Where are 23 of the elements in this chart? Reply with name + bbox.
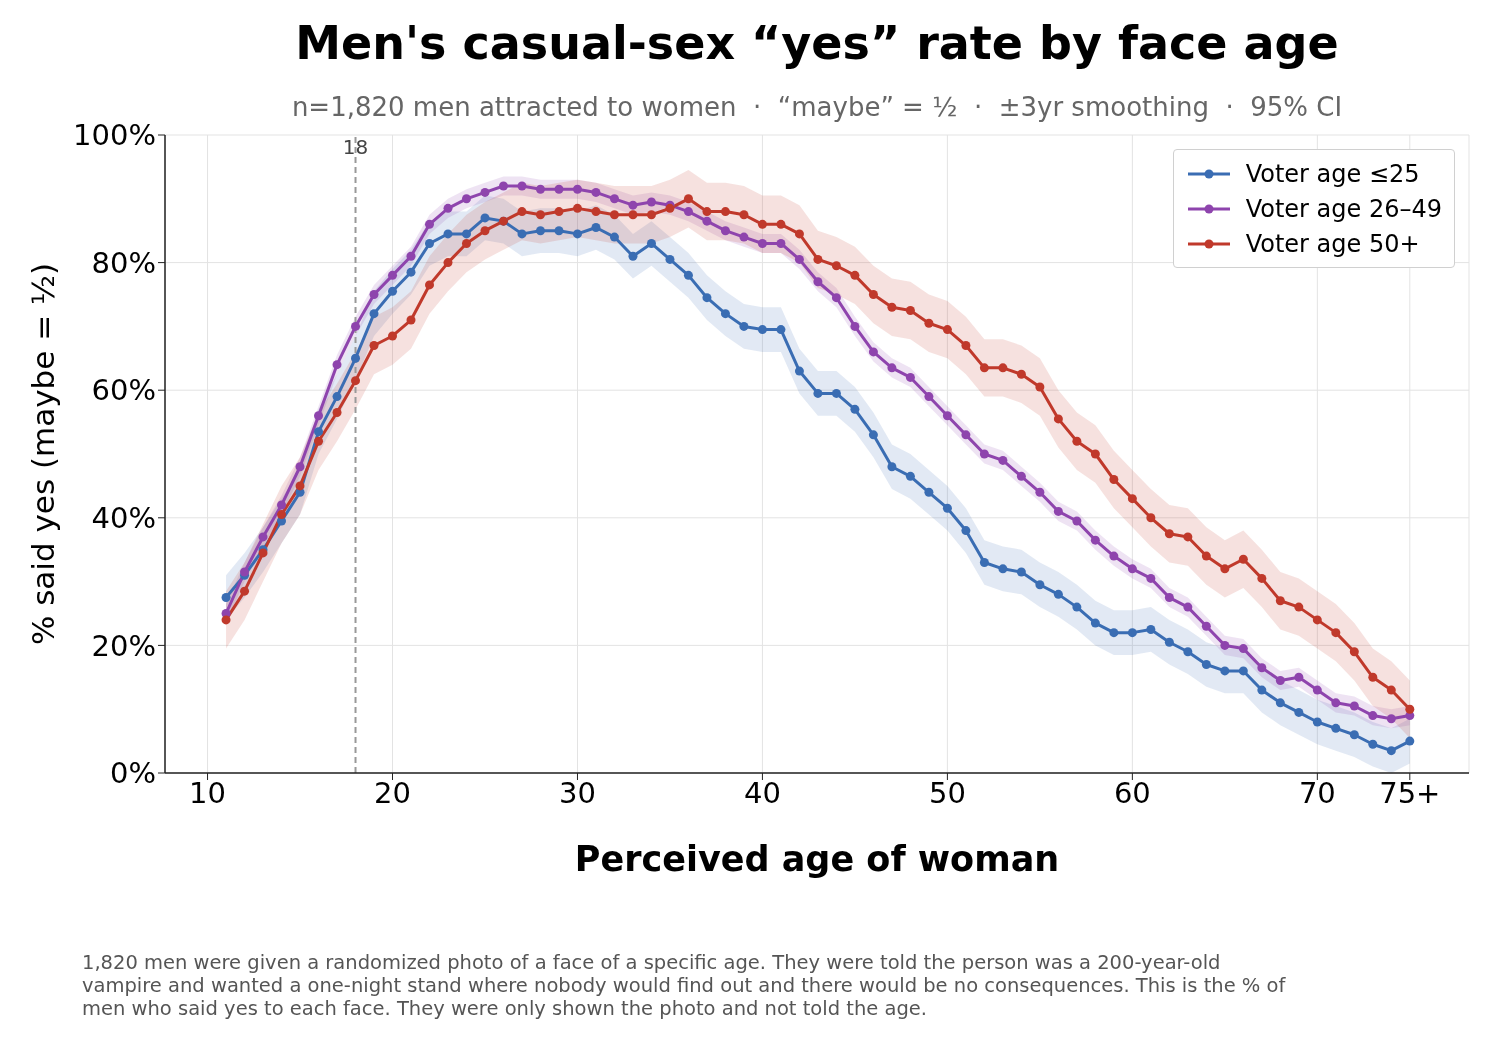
x-tick-label: 60 bbox=[1113, 775, 1151, 810]
chart-subtitle: n=1,820 men attracted to women · “maybe” = ½ · ±3yr smoothing · 95% CI bbox=[290, 92, 1344, 122]
x-tick-label: 70 bbox=[1298, 775, 1336, 810]
y-tick-label: 20% bbox=[91, 628, 156, 663]
text: 1,820 men were given a randomized photo of a face of a specific age. They were told the person was a 200-year-old vampire and wanted a one-night stand where nobody would find out and there would be no consequences. This is the % of men who said yes to each face. They were only shown the photo and not told the age. bbox=[82, 951, 1287, 1020]
y-tick-label: 40% bbox=[91, 501, 156, 536]
legend-label: Voter age 26–49 bbox=[1245, 194, 1442, 223]
x-tick-label: 75+ bbox=[1379, 775, 1441, 810]
y-axis-title: % said yes (maybe = ½) bbox=[25, 262, 62, 646]
chart-title: Men's casual-sex “yes” rate by face age bbox=[294, 16, 1340, 70]
y-tick-label: 80% bbox=[91, 245, 156, 280]
x-tick-label: 30 bbox=[559, 775, 596, 810]
x-axis-title: Perceived age of woman bbox=[574, 839, 1060, 879]
y-tick-label: 100% bbox=[73, 118, 156, 153]
y-tick-label: 60% bbox=[91, 373, 156, 408]
x-tick-label: 10 bbox=[189, 775, 226, 810]
x-tick-label: 20 bbox=[374, 775, 411, 810]
x-tick-label: 50 bbox=[928, 775, 966, 810]
ref-line-label: 18 bbox=[342, 135, 369, 160]
legend-label: Voter age 50+ bbox=[1245, 229, 1420, 258]
y-tick-label: 0% bbox=[109, 756, 156, 791]
legend-label: Voter age ≤25 bbox=[1245, 159, 1420, 188]
x-tick-label: 40 bbox=[743, 775, 781, 810]
